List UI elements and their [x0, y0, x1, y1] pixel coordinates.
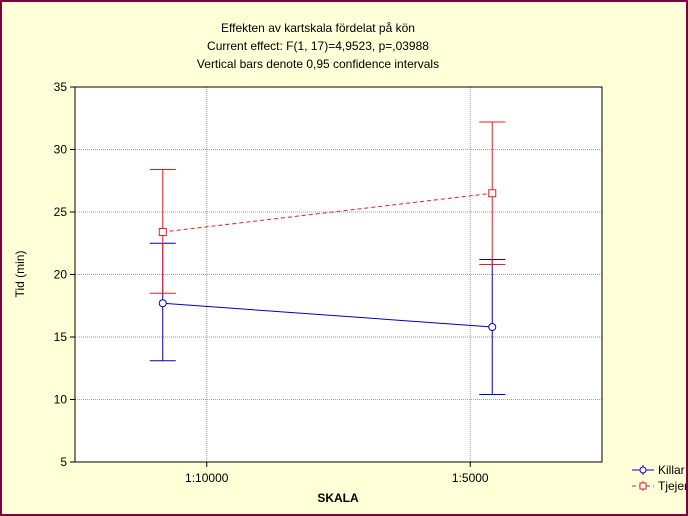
legend-item-killar: Killar	[632, 463, 685, 477]
y-tick-label-4: 25	[54, 205, 68, 219]
x-tick-label-0: 1:10000	[185, 471, 229, 485]
data-point-tjejer-1	[488, 189, 497, 198]
y-tick-label-6: 35	[54, 80, 68, 94]
data-point-tjejer-0	[158, 228, 167, 236]
y-tick-label-1: 10	[54, 393, 68, 407]
data-point-killar-1	[488, 323, 497, 331]
y-tick-labels: 5 10 15 20 25 30 35	[54, 80, 75, 469]
legend-label-killar: Killar	[658, 463, 685, 477]
plot-area	[75, 87, 602, 462]
series-group	[149, 121, 506, 395]
x-tick-labels: 1:10000 1:5000	[185, 462, 489, 485]
y-axis-label: Tid (min)	[13, 251, 27, 298]
series-line-tjejer	[162, 192, 493, 233]
y-tick-label-2: 15	[54, 330, 68, 344]
series-tjejer	[149, 121, 506, 294]
legend: Killar Tjejer	[632, 463, 686, 493]
legend-label-tjejer: Tjejer	[658, 479, 686, 493]
y-tick-label-3: 20	[54, 268, 68, 282]
y-tick-label-5: 30	[54, 143, 68, 157]
chart-title: Effekten av kartskala fördelat på kön	[221, 21, 415, 35]
chart-subtitle-1: Current effect: F(1, 17)=4,9523, p=,0398…	[207, 39, 429, 53]
grid-lines	[75, 87, 602, 462]
data-point-killar-0	[158, 299, 167, 308]
series-line-killar	[162, 302, 493, 328]
x-axis-label: SKALA	[317, 491, 359, 505]
legend-marker-tjejer	[639, 482, 647, 490]
legend-item-tjejer: Tjejer	[632, 479, 686, 493]
x-tick-label-1: 1:5000	[452, 471, 489, 485]
chart-subtitle-2: Vertical bars denote 0,95 confidence int…	[197, 57, 439, 71]
y-tick-label-0: 5	[60, 455, 67, 469]
legend-marker-killar	[639, 466, 647, 474]
